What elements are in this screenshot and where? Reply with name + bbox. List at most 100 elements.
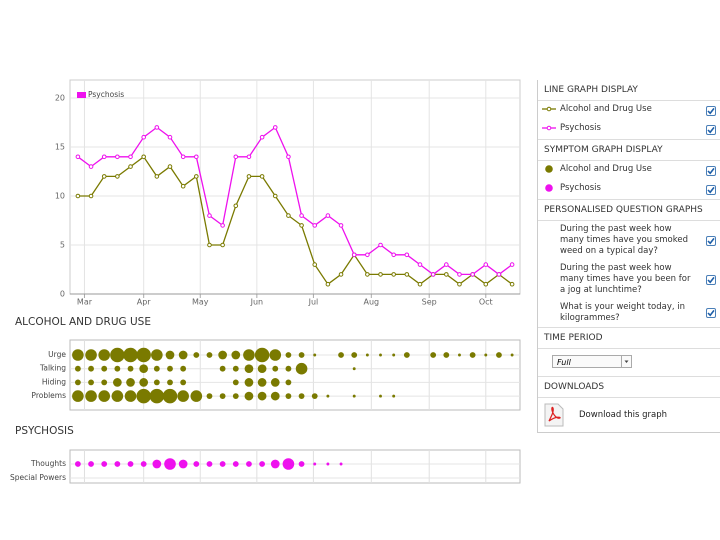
- option-row: What is your weight today, in kilogramme…: [538, 299, 720, 327]
- dot: [326, 462, 330, 466]
- checkbox[interactable]: [706, 308, 716, 318]
- checkbox-tick: [707, 309, 715, 317]
- option-row: During the past week how many times have…: [538, 260, 720, 299]
- dot: [165, 350, 175, 360]
- checkbox-tick: [707, 126, 715, 134]
- dot: [74, 379, 81, 386]
- dot-marker: [545, 165, 553, 173]
- dot: [101, 365, 108, 372]
- point: [391, 272, 396, 277]
- dot: [153, 379, 160, 386]
- checkbox-tick: [707, 186, 715, 194]
- marker-point: [546, 125, 552, 131]
- time-period-select[interactable]: Full: [552, 355, 632, 368]
- download-row[interactable]: Download this graph: [538, 398, 720, 432]
- point: [325, 213, 331, 218]
- download-link[interactable]: Download this graph: [579, 410, 668, 420]
- dot: [167, 379, 173, 386]
- checkbox-tick: [707, 107, 715, 115]
- dot: [484, 353, 488, 357]
- point: [88, 193, 94, 199]
- dot: [180, 379, 187, 386]
- row-label: Special Powers: [10, 473, 66, 482]
- dot: [285, 352, 292, 358]
- series-line: [77, 155, 513, 286]
- y-tick-label: 20: [55, 94, 65, 103]
- dot: [152, 459, 162, 469]
- point: [180, 183, 186, 189]
- row-label: Problems: [31, 391, 66, 400]
- point: [167, 134, 173, 140]
- checkbox[interactable]: [706, 274, 716, 285]
- point: [141, 154, 146, 160]
- dot: [379, 394, 382, 398]
- x-tick-label: Aug: [364, 298, 380, 307]
- dot: [206, 461, 213, 467]
- dot: [352, 367, 356, 371]
- dot: [365, 353, 369, 357]
- point: [115, 174, 120, 179]
- legend-swatch: [77, 92, 86, 98]
- row-label: Talking: [39, 364, 66, 373]
- point: [101, 154, 107, 160]
- dot: [298, 461, 305, 467]
- dot: [177, 390, 189, 402]
- point: [246, 154, 252, 160]
- dot: [178, 350, 188, 360]
- checkbox[interactable]: [706, 184, 716, 195]
- section-heading: LINE GRAPH DISPLAY: [538, 80, 720, 101]
- point: [509, 262, 515, 267]
- pdf-icon: [544, 403, 564, 427]
- dot: [126, 378, 135, 387]
- dot: [139, 364, 149, 374]
- point: [378, 272, 383, 277]
- dot: [257, 391, 267, 401]
- row-label: Hiding: [42, 377, 66, 386]
- checkbox[interactable]: [706, 105, 716, 116]
- dot: [151, 349, 163, 361]
- dot: [246, 461, 252, 467]
- dot: [74, 461, 81, 467]
- dot: [190, 390, 203, 402]
- point: [272, 193, 278, 199]
- dot: [101, 379, 108, 386]
- dot: [72, 390, 84, 402]
- dot: [443, 352, 450, 358]
- y-tick-label: 0: [60, 290, 65, 299]
- dot: [392, 353, 396, 357]
- dot: [244, 378, 254, 387]
- dot: [136, 347, 151, 363]
- dot: [136, 388, 151, 404]
- dot: [285, 393, 292, 399]
- dot: [243, 349, 255, 361]
- section-heading: SYMPTOM GRAPH DISPLAY: [538, 139, 720, 161]
- x-tick-label: May: [192, 298, 209, 307]
- x-tick-label: Apr: [137, 298, 152, 307]
- dot: [510, 353, 514, 357]
- x-tick-label: Jun: [250, 298, 264, 307]
- pdf-symbol: [548, 406, 561, 422]
- dot: [254, 347, 270, 363]
- row-label: Urge: [48, 350, 66, 359]
- dot: [272, 365, 279, 372]
- dot: [430, 352, 437, 358]
- point: [338, 223, 344, 228]
- dot: [98, 349, 111, 361]
- checkbox[interactable]: [706, 124, 716, 135]
- checkbox[interactable]: [706, 235, 716, 246]
- checkbox[interactable]: [706, 165, 716, 176]
- point: [101, 174, 107, 179]
- dot: [85, 349, 97, 361]
- point: [180, 154, 186, 160]
- point: [128, 154, 133, 160]
- select-value: Full: [557, 358, 571, 367]
- dot: [178, 459, 188, 469]
- dot: [167, 365, 173, 372]
- marker-point: [546, 106, 552, 112]
- dot: [257, 378, 267, 387]
- option-label: Psychosis: [560, 183, 601, 193]
- point: [128, 164, 133, 169]
- chart-title: ALCOHOL AND DRUG USE: [15, 316, 151, 328]
- sidebar: LINE GRAPH DISPLAY Alcohol and Drug Use Ps…: [537, 80, 720, 433]
- point: [88, 164, 94, 169]
